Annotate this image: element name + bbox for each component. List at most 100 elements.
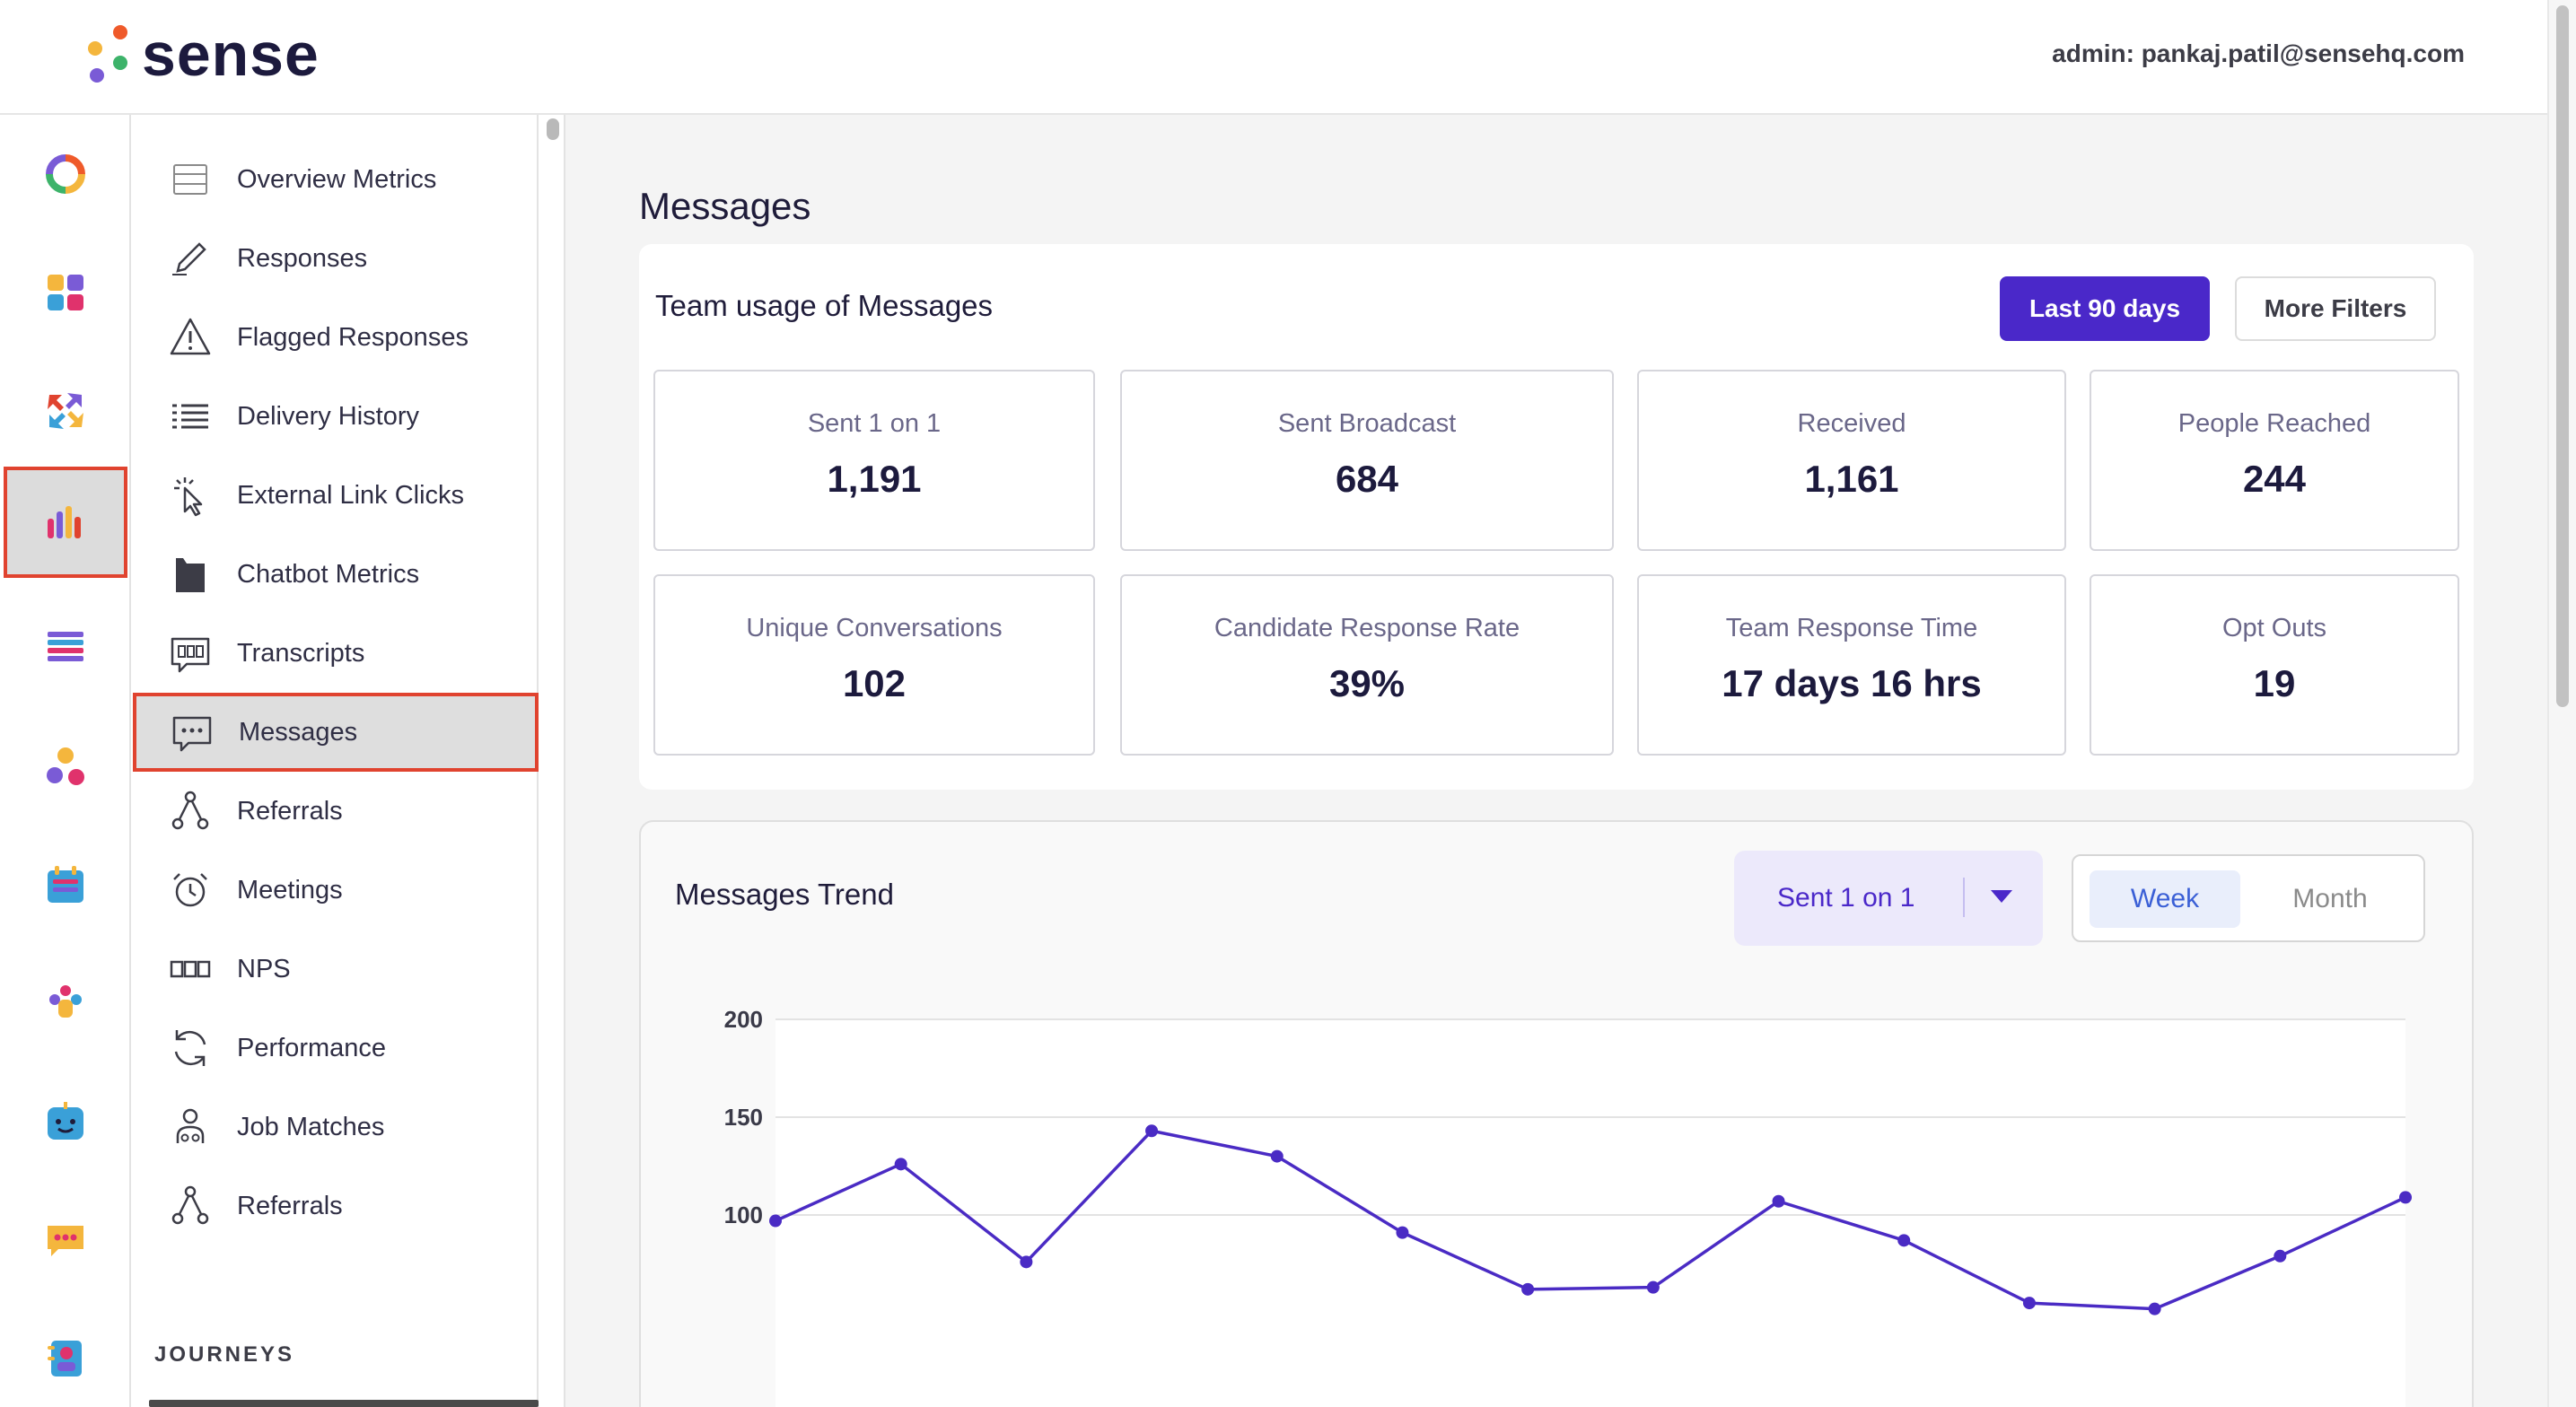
subnav-item-job-matches[interactable]: Job Matches <box>131 1088 539 1167</box>
calendar-icon <box>48 866 83 903</box>
series-select-dropdown[interactable]: Sent 1 on 1 <box>1734 851 2043 946</box>
referral-icon <box>171 1185 209 1225</box>
rail-item-calendar[interactable] <box>0 826 131 944</box>
subnav-item-label: Referrals <box>237 796 343 826</box>
metric-value: 17 days 16 hrs <box>1722 662 1982 704</box>
metric-value: 1,191 <box>827 458 922 500</box>
period-toggle: Week Month <box>2072 854 2425 942</box>
subnav-item-flagged-responses[interactable]: Flagged Responses <box>131 298 539 377</box>
team-icon <box>49 985 82 1018</box>
subnav-item-referrals[interactable]: Referrals <box>131 772 539 851</box>
dropdown-divider <box>1963 878 1965 917</box>
messages-trend-chart: 200 150 100 <box>724 1006 2412 1407</box>
window-scrollbar[interactable] <box>2547 0 2576 1407</box>
trend-title: Messages Trend <box>675 878 894 911</box>
rail-item-team[interactable] <box>0 944 131 1062</box>
subnav-item-label: Meetings <box>237 875 343 904</box>
subnav-item-label: Messages <box>239 717 358 747</box>
warning-icon <box>170 318 211 355</box>
subnav-item-referrals-2[interactable]: Referrals <box>131 1167 539 1245</box>
data-point[interactable] <box>2148 1302 2161 1315</box>
metric-value: 19 <box>2253 662 2296 704</box>
subnav-item-label: Responses <box>237 243 368 273</box>
rail-item-lists[interactable] <box>0 589 131 707</box>
metric-label: Team Response Time <box>1725 614 1978 642</box>
metric-value: 1,161 <box>1804 458 1899 500</box>
metric-tile: People Reached 244 <box>2090 370 2459 551</box>
chat-bubble-icon <box>48 1226 83 1256</box>
plot-area <box>775 1019 2405 1407</box>
subnav-scrollbar-thumb[interactable] <box>547 118 559 140</box>
data-point[interactable] <box>2399 1191 2412 1204</box>
data-point[interactable] <box>769 1214 782 1228</box>
y-tick-label: 200 <box>724 1006 763 1033</box>
rail-item-contacts[interactable] <box>0 1299 131 1407</box>
data-point[interactable] <box>1145 1124 1159 1138</box>
rail-item-analytics[interactable] <box>4 467 127 578</box>
subnav-item-delivery-history[interactable]: Delivery History <box>131 377 539 456</box>
subnav-item-nps[interactable]: NPS <box>131 930 539 1009</box>
metric-tile: Received 1,161 <box>1637 370 2066 551</box>
metric-value: 102 <box>842 662 907 704</box>
rail-item-network[interactable] <box>0 707 131 826</box>
data-point[interactable] <box>1396 1226 1409 1239</box>
subnav-item-external-link-clicks[interactable]: External Link Clicks <box>131 456 539 535</box>
rail-item-chatbot[interactable] <box>0 1062 131 1181</box>
subnav-item-label: Flagged Responses <box>237 322 469 352</box>
data-point[interactable] <box>2022 1297 2036 1310</box>
data-point[interactable] <box>1270 1149 1284 1163</box>
y-tick-label: 100 <box>724 1202 763 1228</box>
logo-dots-icon <box>83 22 129 88</box>
data-point[interactable] <box>1897 1234 1911 1247</box>
data-point[interactable] <box>1646 1280 1660 1294</box>
data-point[interactable] <box>894 1158 907 1171</box>
subnav-item-messages[interactable]: Messages <box>133 693 539 772</box>
subnav-item-responses[interactable]: Responses <box>131 219 539 298</box>
rail-item-apps[interactable] <box>0 233 131 352</box>
message-icon <box>172 716 212 752</box>
subnav-item-performance[interactable]: Performance <box>131 1009 539 1088</box>
table-icon <box>173 164 207 195</box>
apps-grid-icon <box>48 275 83 310</box>
week-toggle-button[interactable]: Week <box>2090 870 2240 928</box>
subnav-scrollbar[interactable] <box>539 115 565 1407</box>
people-network-icon <box>47 747 84 785</box>
subnav-item-label: Delivery History <box>237 401 420 431</box>
admin-account-label[interactable]: admin: pankaj.patil@sensehq.com <box>2052 39 2465 67</box>
metric-tile: Opt Outs 19 <box>2090 574 2459 756</box>
data-point[interactable] <box>2274 1249 2287 1263</box>
subnav-item-label: Referrals <box>237 1191 343 1220</box>
chatbot-icon <box>176 558 205 592</box>
nps-icon <box>170 960 211 978</box>
arrows-exchange-icon <box>48 393 83 429</box>
journeys-section-heading: JOURNEYS <box>154 1342 295 1367</box>
rail-item-overview[interactable] <box>0 115 131 233</box>
sense-logo[interactable]: sense <box>83 22 320 88</box>
page-title: Messages <box>639 185 811 227</box>
rail-item-chat[interactable] <box>0 1181 131 1299</box>
subnav-item-transcripts[interactable]: Transcripts <box>131 614 539 693</box>
more-filters-button[interactable]: More Filters <box>2235 276 2436 341</box>
data-point[interactable] <box>1521 1282 1535 1296</box>
contacts-icon <box>48 1341 82 1376</box>
messages-trend-card: Messages Trend Sent 1 on 1 Week Month 20… <box>639 820 2474 1407</box>
chevron-down-icon[interactable] <box>1991 890 2012 903</box>
subnav-item-overview-metrics[interactable]: Overview Metrics <box>131 140 539 219</box>
subnav-item-chatbot-metrics[interactable]: Chatbot Metrics <box>131 535 539 614</box>
subnav-item-label: Performance <box>237 1033 387 1062</box>
metric-tile: Unique Conversations 102 <box>653 574 1095 756</box>
window-scrollbar-thumb[interactable] <box>2556 5 2569 707</box>
month-toggle-button[interactable]: Month <box>2292 884 2368 913</box>
rail-item-engage[interactable] <box>0 352 131 470</box>
subnav-item-meetings[interactable]: Meetings <box>131 851 539 930</box>
donut-chart-icon <box>46 154 85 194</box>
data-point[interactable] <box>1772 1194 1785 1208</box>
card-title: Team usage of Messages <box>655 289 994 322</box>
metric-tile: Sent 1 on 1 1,191 <box>653 370 1095 551</box>
date-range-button[interactable]: Last 90 days <box>2000 276 2210 341</box>
subnav-divider <box>149 1400 539 1407</box>
transcript-icon <box>171 637 210 673</box>
metric-label: Received <box>1797 409 1906 438</box>
data-point[interactable] <box>1020 1255 1033 1269</box>
main-content: Messages Team usage of Messages Last 90 … <box>567 115 2547 1407</box>
